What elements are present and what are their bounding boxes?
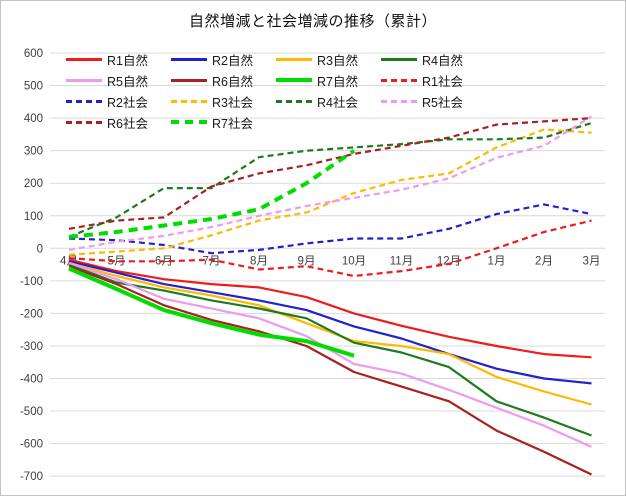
legend-label: R1社会: [422, 74, 463, 89]
series-line-R5社会: [68, 115, 593, 251]
legend-swatch: [276, 57, 312, 61]
series-line-R7自然: [68, 266, 355, 358]
chart-title: 自然増減と社会増減の推移（累計）: [188, 13, 437, 30]
legend-label: R2自然: [212, 53, 253, 68]
y-tick-label: -700: [20, 471, 43, 483]
y-tick-label: 200: [24, 178, 43, 190]
y-tick-label: 400: [24, 113, 43, 125]
legend-item-R5自然: R5自然: [66, 73, 148, 89]
legend-label: R4自然: [422, 53, 463, 68]
y-tick-label: -500: [20, 406, 43, 418]
series-line-R3社会: [68, 128, 592, 256]
legend-item-R6自然: R6自然: [171, 73, 253, 89]
legend-item-R4自然: R4自然: [381, 52, 463, 68]
legend-swatch: [171, 99, 207, 103]
y-tick-label: 500: [24, 81, 43, 93]
series-line-R2自然: [68, 260, 592, 385]
legend-label: R5自然: [107, 74, 148, 89]
y-tick-label: 300: [24, 146, 43, 158]
legend-label: R3自然: [317, 53, 358, 68]
series-line-R6自然: [68, 265, 592, 476]
legend-label: R7社会: [212, 116, 253, 131]
legend-swatch: [276, 99, 312, 103]
legend-swatch: [381, 99, 417, 103]
y-tick-label: -200: [20, 308, 43, 320]
y-tick-label: -300: [20, 341, 43, 353]
legend-swatch: [171, 120, 207, 124]
legend-label: R4社会: [317, 95, 358, 110]
legend-swatch: [66, 78, 102, 82]
x-tick-label: 1月: [488, 255, 506, 267]
series-line-R5自然: [68, 261, 592, 448]
series-line-R4自然: [68, 263, 592, 437]
legend-item-R2社会: R2社会: [66, 94, 148, 110]
x-tick-label: 10月: [342, 255, 366, 267]
legend-label: R2社会: [107, 95, 148, 110]
legend-label: R7自然: [317, 74, 358, 89]
chart-legend: R1自然 R2自然 R3自然 R4自然 R5自然 R6自然 R7自然 R1社会 R2社会 R3社会…: [1, 1, 625, 141]
y-tick-label: 0: [37, 243, 43, 255]
legend-label: R5社会: [422, 95, 463, 110]
legend-label: R6社会: [107, 116, 148, 131]
legend-swatch: [66, 57, 102, 61]
legend-swatch: [66, 99, 102, 103]
x-tick-label: 9月: [298, 255, 316, 267]
x-tick-label: 8月: [250, 255, 268, 267]
y-tick-label: -100: [20, 276, 43, 288]
x-tick-label: 5月: [108, 255, 126, 267]
legend-item-R3自然: R3自然: [276, 52, 358, 68]
legend-item-R2自然: R2自然: [171, 52, 253, 68]
legend-swatch: [66, 120, 102, 124]
series-line-R1社会: [68, 219, 592, 278]
y-tick-label: 100: [24, 211, 43, 223]
legend-item-R7社会: R7社会: [171, 115, 253, 131]
series-line-R6社会: [68, 117, 592, 230]
series-line-R4社会: [68, 121, 592, 238]
x-tick-label: 12月: [437, 255, 461, 267]
legend-item-R6社会: R6社会: [66, 115, 148, 131]
y-tick-label: -600: [20, 439, 43, 451]
legend-label: R6自然: [212, 74, 253, 89]
legend-swatch: [171, 57, 207, 61]
legend-swatch: [381, 57, 417, 61]
legend-item-R4社会: R4社会: [276, 94, 358, 110]
legend-label: R3社会: [212, 95, 253, 110]
x-tick-label: 7月: [203, 255, 221, 267]
series-line-R3自然: [68, 261, 592, 406]
series-line-R7社会: [68, 149, 356, 239]
y-tick-label: -400: [20, 374, 43, 386]
legend-item-R1社会: R1社会: [381, 73, 463, 89]
legend-item-R1自然: R1自然: [66, 52, 148, 68]
series-line-R1自然: [68, 258, 592, 359]
y-tick-label: 600: [24, 48, 43, 60]
legend-swatch: [171, 78, 207, 82]
x-tick-label: 11月: [390, 255, 413, 267]
legend-item-R7自然: R7自然: [276, 73, 358, 89]
legend-item-R5社会: R5社会: [381, 94, 463, 110]
legend-label: R1自然: [107, 53, 148, 68]
x-tick-label: 3月: [583, 255, 601, 267]
legend-swatch: [276, 78, 312, 82]
series-line-R2社会: [68, 203, 592, 255]
x-tick-label: 2月: [535, 255, 553, 267]
legend-swatch: [381, 78, 417, 82]
legend-item-R3社会: R3社会: [171, 94, 253, 110]
